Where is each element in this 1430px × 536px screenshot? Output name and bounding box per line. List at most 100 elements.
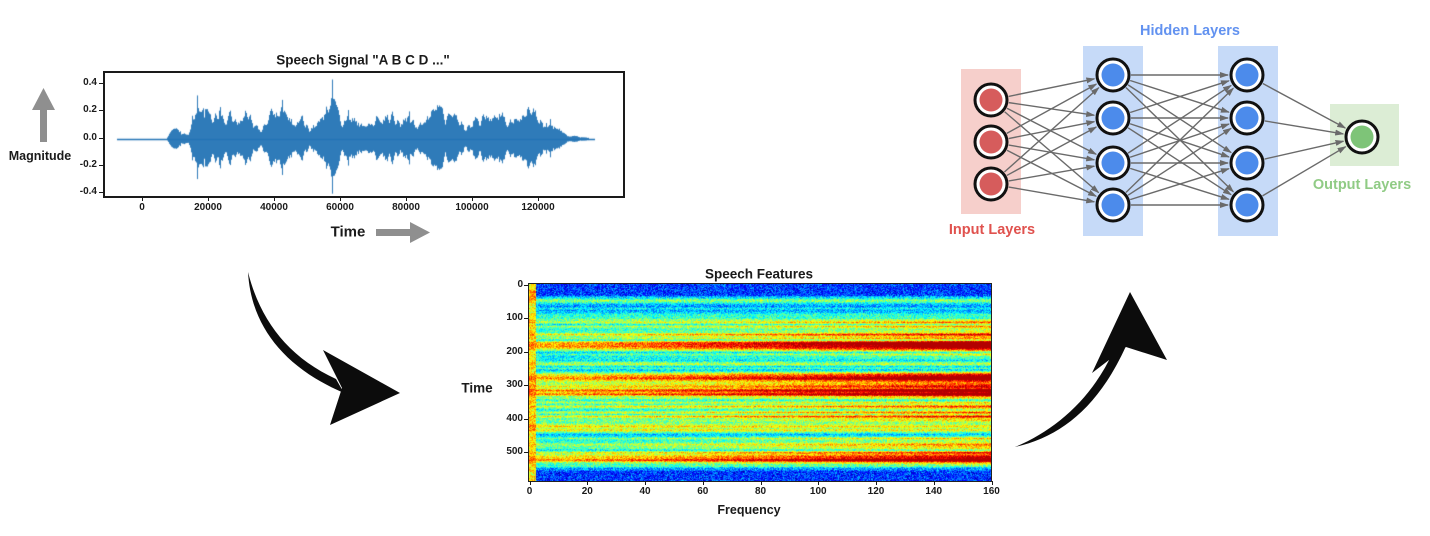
network-edge — [1125, 87, 1235, 193]
network-edge — [1008, 164, 1096, 182]
spectrogram-xlabel: Frequency — [717, 503, 781, 517]
spectrogram-y-tick-label: 0 — [517, 278, 523, 290]
spectrogram-x-tick-label: 40 — [639, 486, 651, 497]
spectrogram-canvas — [529, 284, 991, 481]
hidden-1-node — [1101, 151, 1125, 175]
network-edge — [1006, 126, 1098, 177]
input-node — [979, 172, 1003, 196]
network-edge — [1262, 82, 1347, 129]
axis-tick-mark — [524, 351, 528, 353]
spectrogram-x-tick-label: 60 — [697, 486, 709, 497]
output-layers-label: Output Layers — [1312, 177, 1412, 193]
waveform-x-tick-label: 120000 — [521, 202, 555, 213]
network-edge — [1003, 86, 1100, 173]
spectrogram-y-tick-label: 300 — [506, 379, 523, 390]
waveform-y-tick-label: 0.4 — [83, 77, 97, 88]
axis-tick-mark — [208, 197, 209, 201]
waveform-x-tick-label: 40000 — [260, 202, 288, 213]
spectrogram-x-tick-label: 120 — [867, 486, 885, 497]
network-edge — [1127, 84, 1232, 154]
network-edge — [1008, 186, 1096, 204]
spectrogram-y-tick-label: 200 — [506, 345, 523, 357]
magnitude-axis-arrow-icon — [32, 88, 55, 142]
input-layers-label: Input Layers — [948, 222, 1036, 238]
axis-tick-mark — [524, 452, 528, 453]
waveform-x-tick-label: 60000 — [326, 202, 354, 213]
spectrogram-x-tick-label: 160 — [983, 486, 1000, 497]
axis-tick-mark — [274, 197, 275, 201]
axis-tick-mark — [524, 318, 528, 319]
hidden-2-node — [1235, 106, 1259, 130]
waveform-x-tick-label: 100000 — [455, 202, 489, 213]
network-edge — [1264, 140, 1345, 160]
axis-tick-mark — [99, 137, 103, 139]
waveform-x-tick-label: 80000 — [392, 202, 420, 213]
spectrogram-x-tick-label: 100 — [809, 486, 827, 497]
waveform-title: Speech Signal "A B C D ..." — [276, 52, 450, 68]
axis-tick-mark — [760, 481, 762, 485]
hidden-2-node — [1235, 151, 1259, 175]
axis-tick-mark — [991, 481, 993, 485]
axis-tick-mark — [99, 192, 103, 193]
axis-tick-mark — [142, 197, 143, 201]
output-node — [1350, 125, 1374, 149]
waveform-x-tick-label: 0 — [139, 202, 145, 213]
waveform-y-tick-label: -0.2 — [79, 158, 97, 170]
axis-tick-mark — [702, 481, 704, 485]
axis-tick-mark — [645, 481, 646, 485]
axis-tick-mark — [99, 110, 103, 112]
axis-tick-mark — [538, 197, 539, 201]
waveform-plot — [103, 71, 625, 198]
network-edge — [1129, 80, 1230, 114]
spectrogram-ylabel: Time — [461, 380, 493, 396]
axis-tick-mark — [99, 83, 103, 84]
axis-tick-mark — [587, 481, 589, 485]
waveform-xlabel: Time — [330, 223, 366, 241]
hidden-2-node — [1235, 193, 1259, 217]
input-node — [979, 88, 1003, 112]
time-axis-arrow-icon — [376, 222, 430, 243]
axis-tick-mark — [524, 284, 528, 286]
axis-tick-mark — [99, 164, 103, 166]
axis-tick-mark — [406, 197, 407, 201]
network-edge — [1264, 120, 1345, 136]
axis-tick-mark — [472, 197, 473, 201]
spectrogram-y-tick-label: 100 — [506, 312, 523, 323]
network-edge — [1262, 146, 1347, 197]
axis-tick-mark — [524, 385, 528, 386]
hidden-1-node — [1101, 63, 1125, 87]
waveform-y-tick-label: 0.2 — [83, 104, 97, 116]
waveform-ylabel: Magnitude — [8, 149, 72, 163]
hidden-2-node — [1235, 63, 1259, 87]
waveform-canvas — [105, 73, 623, 196]
waveform-y-tick-label: 0.0 — [83, 131, 97, 143]
spectrogram-x-tick-label: 20 — [581, 486, 593, 497]
axis-tick-mark — [818, 481, 820, 485]
network-edge — [1127, 127, 1232, 196]
axis-tick-mark — [529, 481, 531, 485]
waveform-x-tick-label: 20000 — [194, 202, 222, 213]
spectrogram-x-tick-label: 0 — [526, 486, 533, 497]
axis-tick-mark — [340, 197, 341, 201]
spectrogram-plot — [528, 283, 992, 482]
axis-tick-mark — [876, 481, 877, 485]
flow-arrow-wave-to-features-icon — [248, 272, 400, 425]
axis-tick-mark — [933, 481, 935, 485]
waveform-y-tick-label: -0.4 — [79, 186, 97, 197]
input-node — [979, 130, 1003, 154]
hidden-1-node — [1101, 106, 1125, 130]
spectrogram-y-tick-label: 400 — [506, 412, 523, 424]
flow-arrow-features-to-network-icon — [1015, 292, 1167, 447]
network-edge — [1008, 77, 1096, 98]
network-edge — [1129, 168, 1230, 201]
hidden-1-node — [1101, 193, 1125, 217]
spectrogram-x-tick-label: 80 — [754, 486, 767, 497]
spectrogram-y-tick-label: 500 — [506, 446, 523, 457]
axis-tick-mark — [524, 418, 528, 420]
hidden-layers-label: Hidden Layers — [1140, 23, 1240, 39]
network-edge — [1006, 107, 1098, 155]
network-edge — [1008, 144, 1096, 162]
spectrogram-title: Speech Features — [704, 266, 814, 282]
